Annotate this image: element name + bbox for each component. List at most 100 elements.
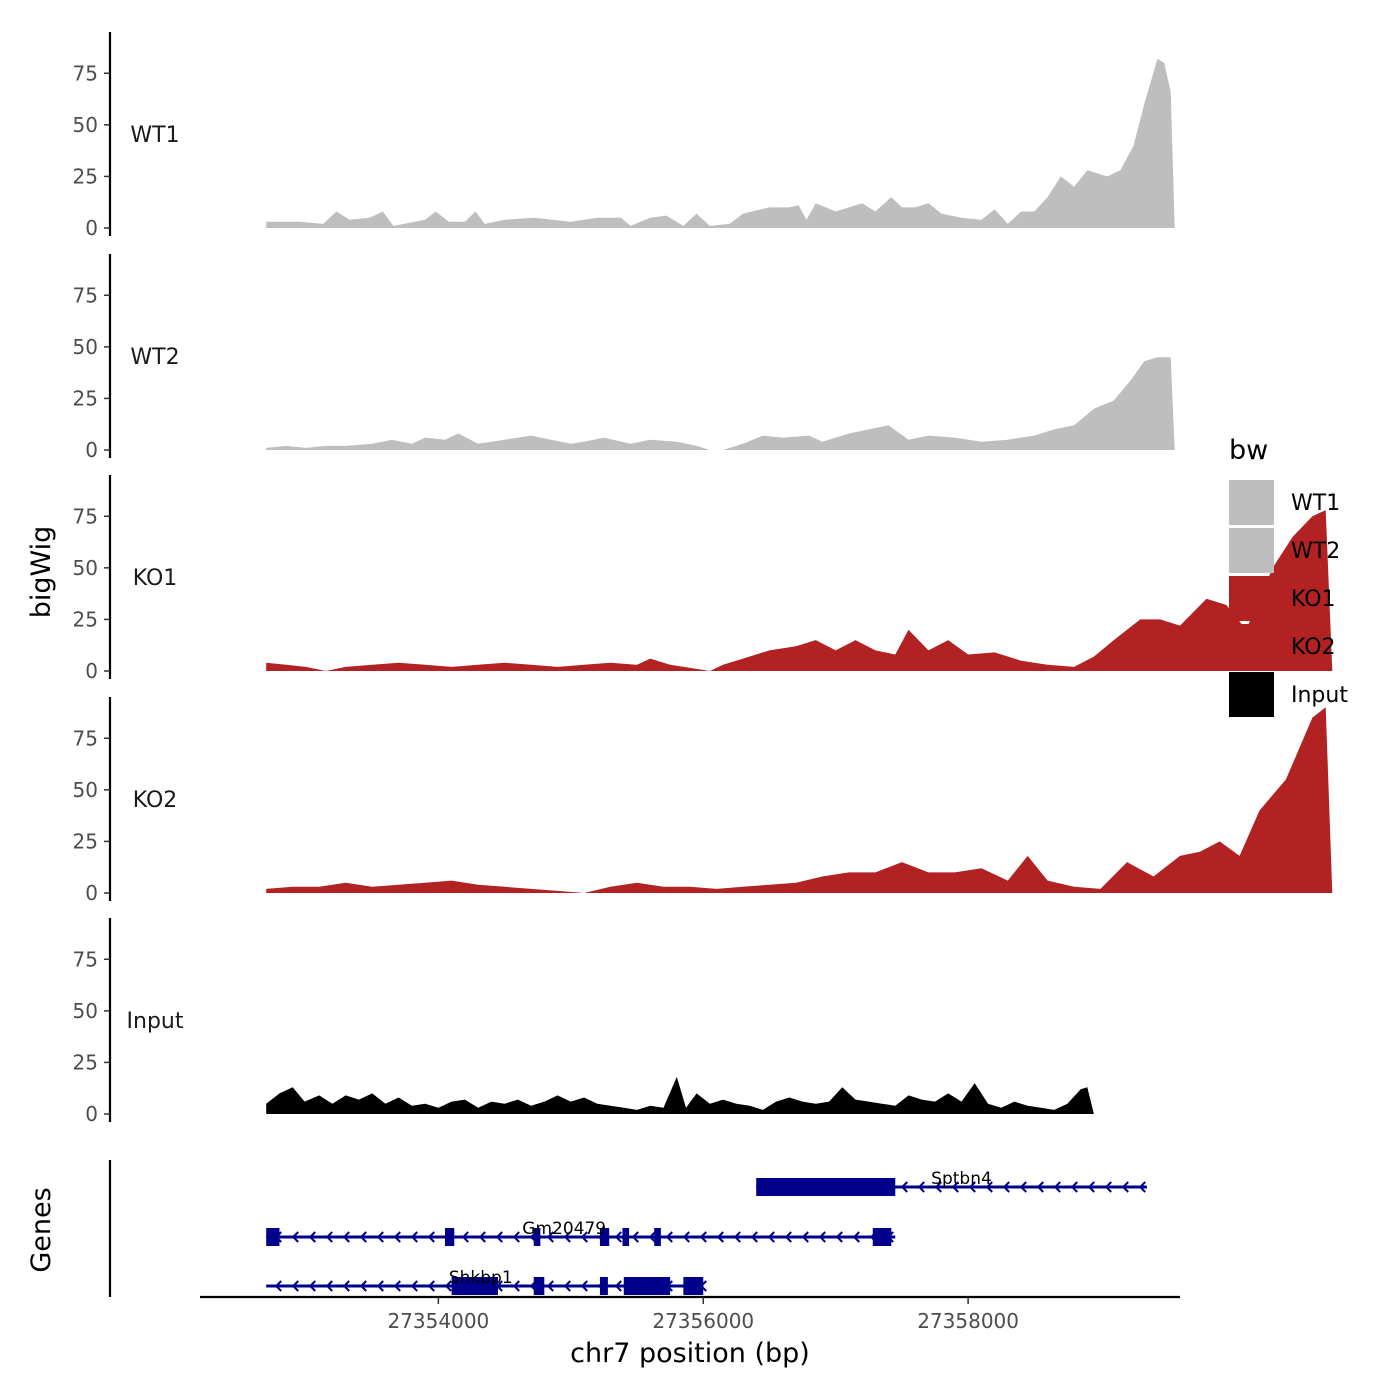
strand-arrow	[308, 1280, 316, 1292]
gene-exon	[451, 1277, 498, 1295]
strand-arrow	[784, 1231, 792, 1243]
strand-arrow	[461, 1231, 469, 1243]
strand-arrow	[951, 1181, 959, 1193]
strand-arrow	[900, 1181, 908, 1193]
strand-arrow	[934, 1181, 942, 1193]
area-wt1	[266, 58, 1175, 228]
y-axis-title: bigWig	[26, 526, 57, 619]
strand-arrow	[716, 1231, 724, 1243]
y-tick-label: 50	[73, 556, 98, 580]
strand-arrow	[580, 1231, 588, 1243]
strand-arrow	[291, 1280, 299, 1292]
gene-exon	[622, 1228, 630, 1246]
strand-arrow	[1087, 1181, 1095, 1193]
y-tick-label: 50	[73, 113, 98, 137]
panel-label: WT2	[130, 345, 179, 370]
gene-exon	[756, 1178, 896, 1196]
gene-exon	[599, 1277, 608, 1295]
bigwig-panels: 0 25 50 75 WT1 0 25 50 75 WT2 0 25 50 75 KO1 0 25 50 75 KO2…	[73, 32, 1333, 1126]
legend-swatch-wt1	[1229, 480, 1274, 525]
strand-arrow	[342, 1280, 350, 1292]
y-tick-label: 0	[85, 659, 98, 683]
strand-arrow	[1019, 1181, 1027, 1193]
area-ko1	[266, 510, 1333, 671]
strand-arrow	[342, 1231, 350, 1243]
y-tick-label: 25	[73, 164, 98, 188]
x-tick-label: 27358000	[917, 1309, 1019, 1333]
strand-arrow	[393, 1280, 401, 1292]
panel-wt1: 0 25 50 75 WT1	[73, 32, 1175, 240]
gene-exon	[872, 1228, 892, 1246]
gene-label: Sptbn4	[931, 1169, 992, 1189]
strand-arrow	[750, 1231, 758, 1243]
strand-arrow	[1070, 1181, 1078, 1193]
y-tick-label: 75	[73, 947, 98, 971]
legend-swatch-input	[1229, 672, 1274, 717]
gene-exon	[654, 1228, 661, 1246]
area-input	[266, 1076, 1094, 1114]
panel-wt2: 0 25 50 75 WT2	[73, 254, 1175, 462]
gene-exon	[533, 1277, 545, 1295]
strand-arrow	[985, 1181, 993, 1193]
strand-arrow	[376, 1280, 384, 1292]
y-tick-label: 0	[85, 1102, 98, 1126]
area-wt2	[266, 357, 1175, 450]
gene-label: Gm20479	[522, 1219, 606, 1239]
y-tick-label: 25	[73, 607, 98, 631]
strand-arrow	[631, 1231, 639, 1243]
strand-arrow	[308, 1231, 316, 1243]
x-axis-title: chr7 position (bp)	[570, 1338, 810, 1369]
strand-arrow	[478, 1231, 486, 1243]
panel-ko1: 0 25 50 75 KO1	[73, 475, 1333, 683]
y-tick-label: 25	[73, 1050, 98, 1074]
strand-arrow	[359, 1231, 367, 1243]
area-ko2	[266, 707, 1333, 893]
gene-exon	[623, 1277, 671, 1295]
panel-input: 0 25 50 75 Input	[73, 918, 1094, 1126]
legend: bw WT1 WT2 KO1 KO2 Input	[1229, 435, 1348, 717]
strand-arrow	[614, 1280, 622, 1292]
strand-arrow	[1121, 1181, 1129, 1193]
strand-arrow	[1036, 1181, 1044, 1193]
panel-ko2: 0 25 50 75 KO2	[73, 697, 1333, 905]
strand-arrow	[835, 1231, 843, 1243]
strand-arrow	[546, 1280, 554, 1292]
strand-arrow	[376, 1231, 384, 1243]
y-tick-label: 0	[85, 881, 98, 905]
strand-arrow	[512, 1231, 520, 1243]
strand-arrow	[917, 1181, 925, 1193]
strand-arrow	[1002, 1181, 1010, 1193]
strand-arrow	[410, 1231, 418, 1243]
gene-exon	[599, 1228, 610, 1246]
strand-arrow	[665, 1231, 673, 1243]
y-tick-label: 75	[73, 726, 98, 750]
gene-exon	[533, 1228, 541, 1246]
gene-gm20479: Gm20479	[266, 1219, 896, 1246]
gene-exon	[445, 1228, 455, 1246]
strand-arrow	[325, 1280, 333, 1292]
gene-label: Shkbp1	[449, 1268, 513, 1288]
strand-arrow	[801, 1231, 809, 1243]
strand-arrow	[1053, 1181, 1061, 1193]
strand-arrow	[427, 1280, 435, 1292]
strand-arrow	[393, 1231, 401, 1243]
strand-arrow	[546, 1231, 554, 1243]
strand-arrow	[699, 1231, 707, 1243]
panel-label: WT1	[130, 123, 179, 148]
gene-track: Sptbn4 Gm20479 Shkbp1	[108, 1160, 1147, 1297]
panel-label: KO1	[133, 566, 178, 591]
strand-arrow	[563, 1231, 571, 1243]
strand-arrow	[648, 1231, 656, 1243]
strand-arrow	[495, 1231, 503, 1243]
strand-arrow	[580, 1280, 588, 1292]
y-tick-label: 25	[73, 386, 98, 410]
strand-arrow	[410, 1280, 418, 1292]
strand-arrow	[325, 1231, 333, 1243]
y-tick-label: 75	[73, 283, 98, 307]
y-tick-label: 50	[73, 778, 98, 802]
y-tick-label: 75	[73, 504, 98, 528]
strand-arrow	[444, 1280, 452, 1292]
y-tick-label: 25	[73, 829, 98, 853]
genes-axis-title: Genes	[26, 1187, 57, 1272]
